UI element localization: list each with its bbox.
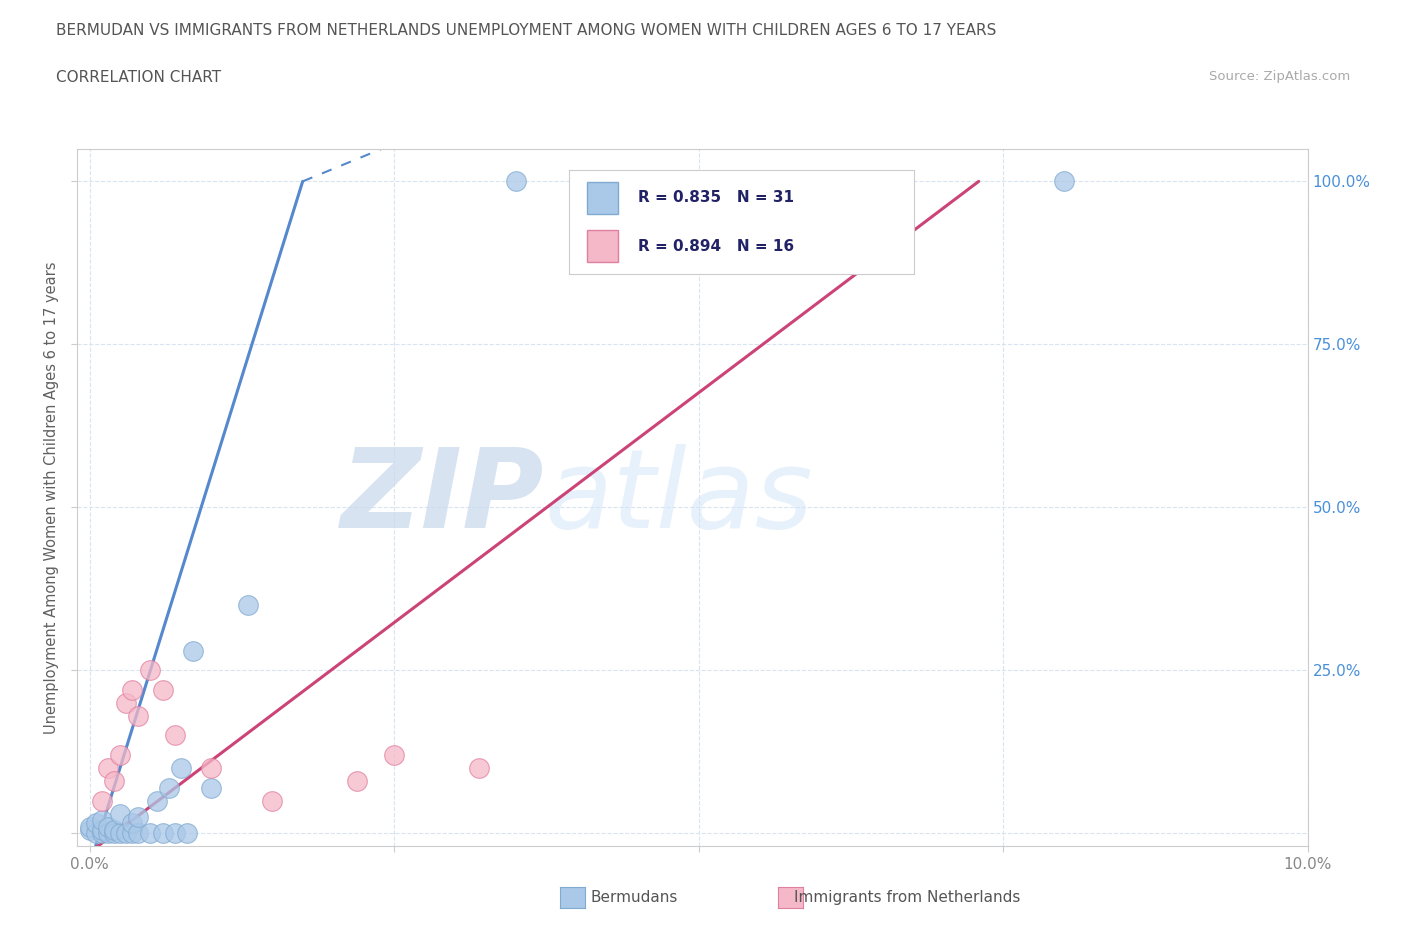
- Point: [90, 793, 112, 808]
- Point: [468, 761, 491, 776]
- Point: [200, 780, 222, 795]
- Point: [870, 174, 893, 189]
- Point: [103, 826, 125, 841]
- Point: [127, 826, 149, 841]
- Text: CORRELATION CHART: CORRELATION CHART: [56, 70, 221, 85]
- Text: BERMUDAN VS IMMIGRANTS FROM NETHERLANDS UNEMPLOYMENT AMONG WOMEN WITH CHILDREN A: BERMUDAN VS IMMIGRANTS FROM NETHERLANDS …: [56, 23, 997, 38]
- Point: [90, 826, 112, 841]
- Text: atlas: atlas: [546, 444, 814, 551]
- Point: [79, 819, 101, 834]
- Point: [163, 728, 186, 743]
- Point: [90, 822, 112, 837]
- Point: [382, 748, 405, 763]
- Point: [108, 748, 131, 763]
- Point: [152, 826, 174, 841]
- Text: ZIP: ZIP: [342, 444, 546, 551]
- Text: Source: ZipAtlas.com: Source: ZipAtlas.com: [1209, 70, 1350, 83]
- Point: [181, 644, 204, 658]
- Point: [870, 174, 893, 189]
- Point: [163, 826, 186, 841]
- Point: [236, 598, 259, 613]
- Y-axis label: Unemployment Among Women with Children Ages 6 to 17 years: Unemployment Among Women with Children A…: [44, 261, 59, 734]
- Point: [139, 826, 162, 841]
- Point: [262, 793, 284, 808]
- Point: [121, 683, 143, 698]
- Point: [157, 780, 180, 795]
- Point: [176, 826, 198, 841]
- Point: [121, 816, 143, 830]
- Point: [127, 709, 149, 724]
- Point: [103, 822, 125, 837]
- Point: [84, 816, 107, 830]
- Point: [152, 683, 174, 698]
- Point: [97, 826, 120, 841]
- Point: [90, 813, 112, 828]
- Point: [505, 174, 527, 189]
- Point: [127, 809, 149, 824]
- Point: [200, 761, 222, 776]
- Point: [1053, 174, 1076, 189]
- Point: [97, 819, 120, 834]
- Point: [170, 761, 193, 776]
- Point: [84, 826, 107, 841]
- Point: [346, 774, 368, 789]
- Point: [108, 806, 131, 821]
- Point: [115, 696, 138, 711]
- Point: [97, 761, 120, 776]
- Point: [121, 826, 143, 841]
- Point: [145, 793, 167, 808]
- Point: [79, 822, 101, 837]
- Point: [108, 826, 131, 841]
- Text: Bermudans: Bermudans: [591, 890, 678, 905]
- Text: Immigrants from Netherlands: Immigrants from Netherlands: [794, 890, 1021, 905]
- Point: [139, 663, 162, 678]
- Point: [115, 826, 138, 841]
- Point: [103, 774, 125, 789]
